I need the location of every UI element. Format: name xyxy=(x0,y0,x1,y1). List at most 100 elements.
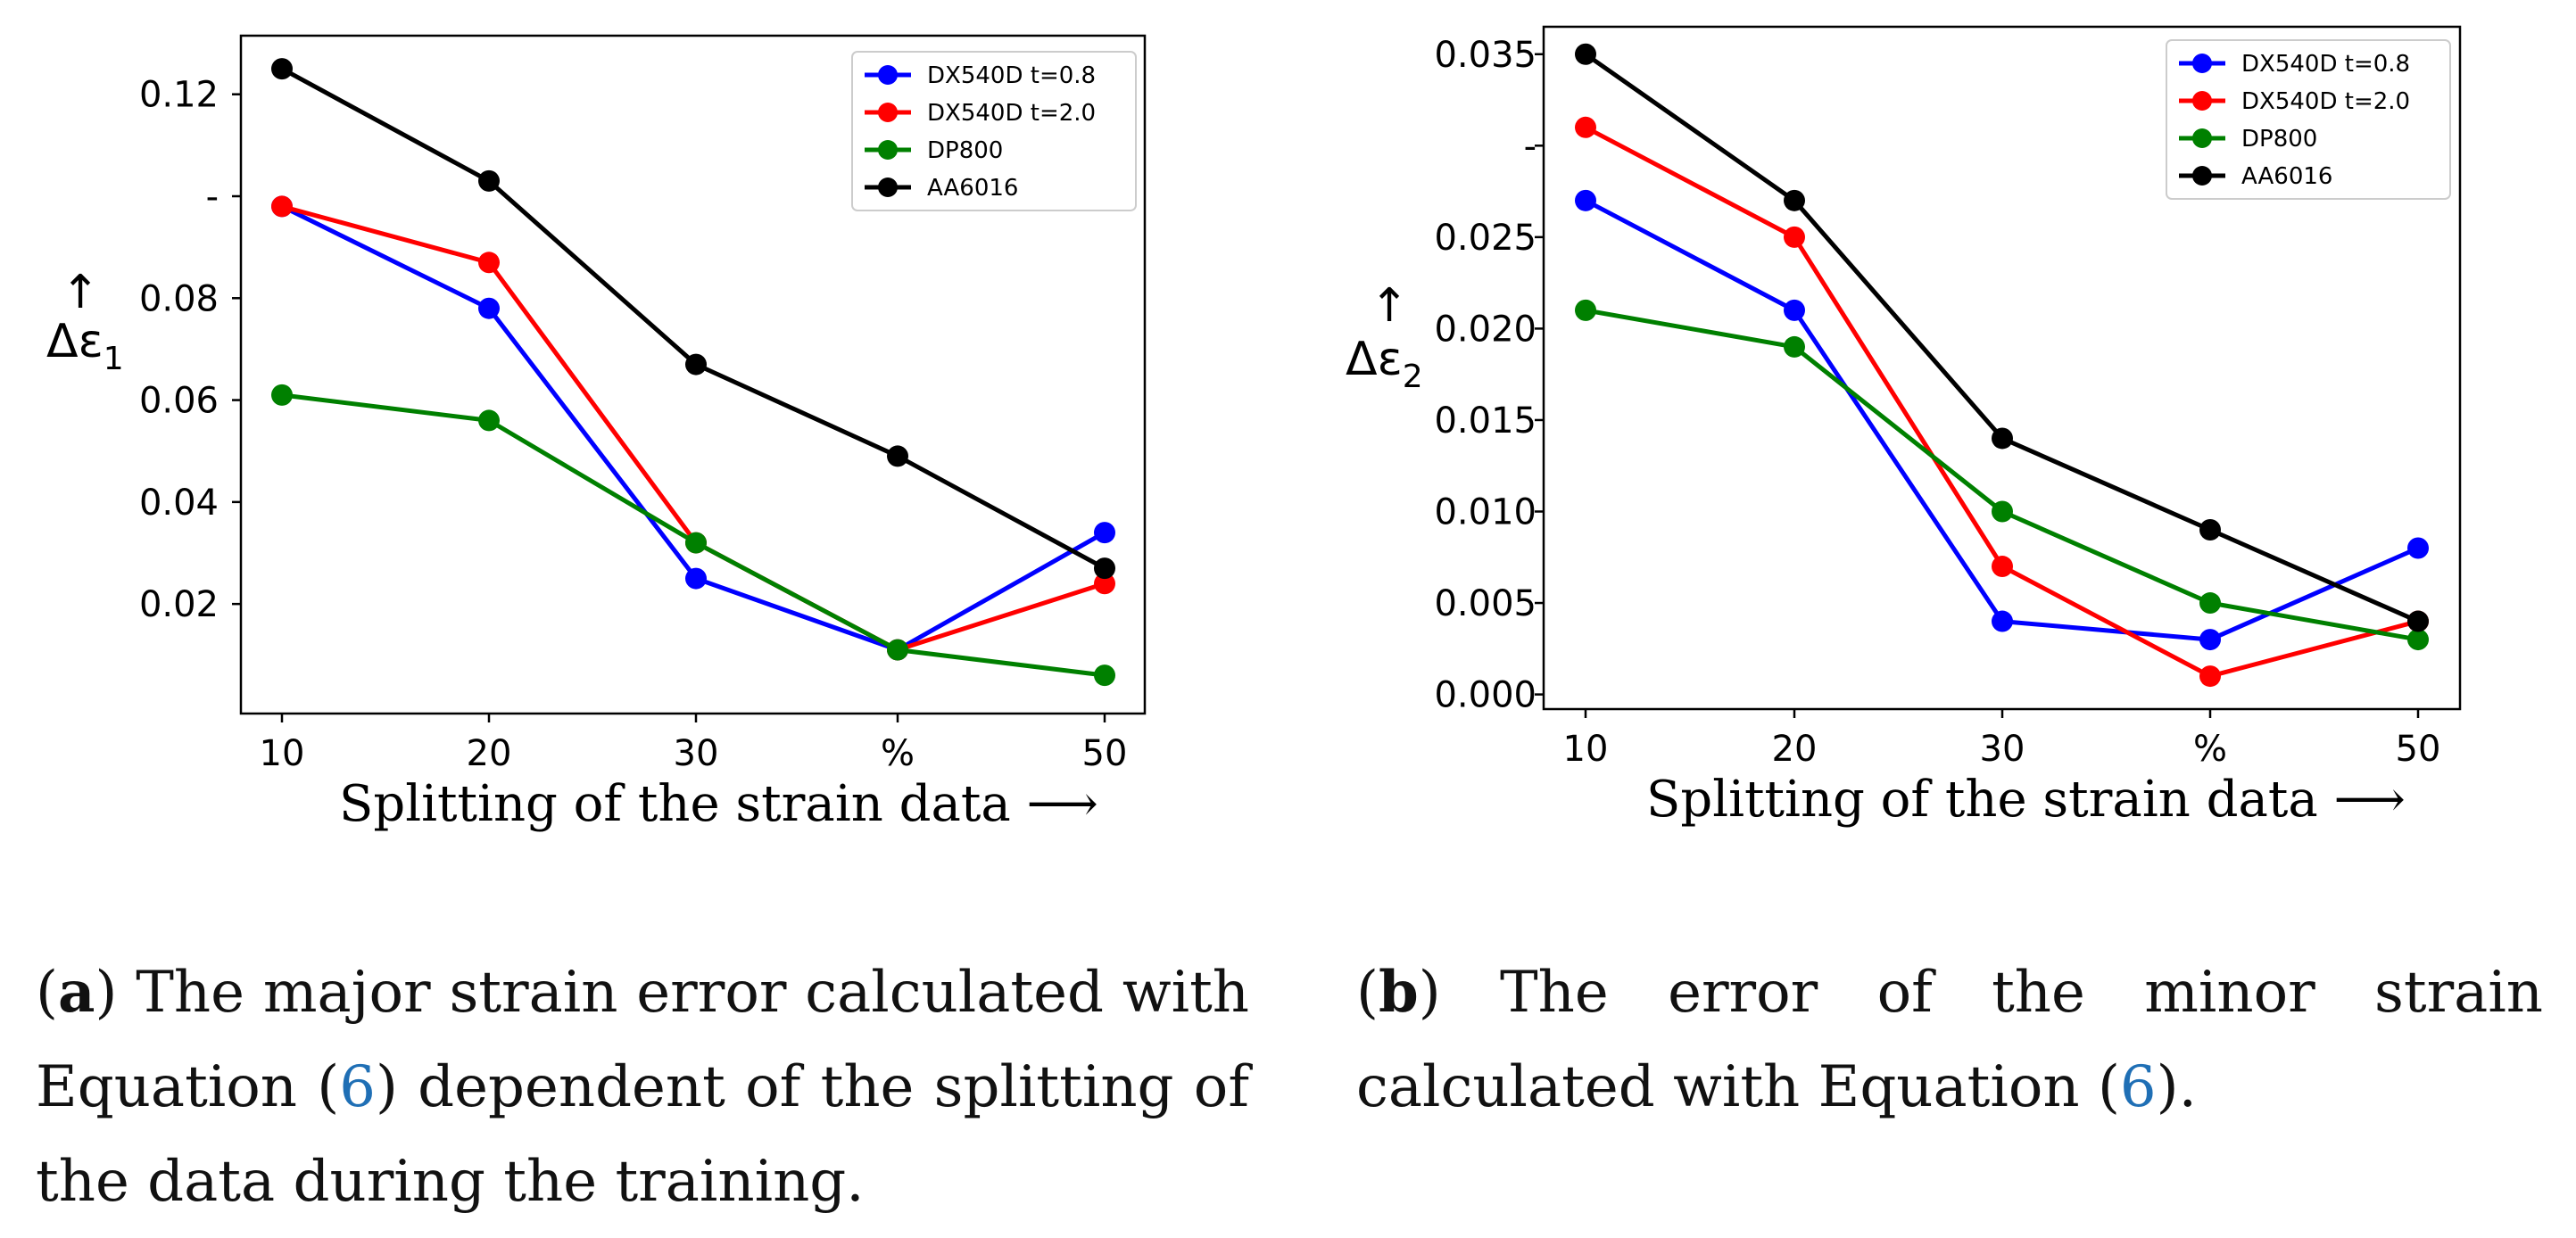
legend-marker xyxy=(2192,166,2212,186)
data-point-dp800 xyxy=(1992,500,2013,523)
x-tick-label: 50 xyxy=(1082,733,1128,774)
data-point-dx540d-t-0-8 xyxy=(478,297,500,319)
y-axis-label-subscript: 2 xyxy=(1403,359,1423,395)
data-point-aa6016 xyxy=(1575,43,1596,65)
data-point-dx540d-t-2-0 xyxy=(2199,665,2221,688)
data-point-aa6016 xyxy=(1784,189,1805,211)
caption-b: (b) The error of the minor strain calcul… xyxy=(1356,959,2543,1120)
y-tick-label: - xyxy=(1524,126,1536,167)
data-point-dx540d-t-2-0 xyxy=(271,195,293,218)
figure-canvas: 0.02 0.04 0.06 0.08 - 0.12 10 20 30% 50 DX540D t=0… xyxy=(46,25,2462,833)
legend-marker xyxy=(878,177,898,197)
data-point-dx540d-t-0-8 xyxy=(1992,610,2013,632)
y-tick-label: 0.04 xyxy=(139,483,219,524)
y-axis-arrow: ↑ xyxy=(61,266,100,319)
legend-label: DP800 xyxy=(2241,126,2317,153)
chart-panel-b: 0.000 0.005 0.010 0.015 0.020 0.025 - 0.035 10 20… xyxy=(1346,25,2462,829)
y-tick-label: 0.08 xyxy=(139,278,219,319)
caption-b-equation-ref[interactable]: 6 xyxy=(2119,1054,2157,1120)
legend-box xyxy=(851,51,1137,211)
data-point-dp800 xyxy=(887,639,908,661)
data-point-dx540d-t-2-0 xyxy=(1094,573,1115,595)
caption-a-text-post: ) dependent of the splitting of the data… xyxy=(36,1054,1250,1215)
legend-label: DX540D t=0.8 xyxy=(927,62,1096,89)
x-tick-label: % xyxy=(881,733,915,774)
legend-label: DP800 xyxy=(927,137,1003,164)
x-axis-label: Splitting of the strain data ⟶ xyxy=(339,775,1098,833)
x-tick-label: 20 xyxy=(1772,729,1818,770)
series-line-dx540d-t-2-0 xyxy=(1584,125,2419,679)
y-axis-arrow: ↑ xyxy=(1370,279,1409,333)
x-axis-label: Splitting of the strain data ⟶ xyxy=(1646,771,2406,829)
data-point-dx540d-t-2-0 xyxy=(478,252,500,274)
data-point-aa6016 xyxy=(1992,427,2013,450)
data-point-dp800 xyxy=(1575,299,1596,321)
data-point-aa6016 xyxy=(271,58,293,80)
caption-b-label: b xyxy=(1378,959,1419,1026)
caption-a-text-pre: The major strain error calculated with E… xyxy=(36,960,1249,1120)
x-axis-arrow: ⟶ xyxy=(2334,771,2406,829)
x-tick-label: 30 xyxy=(674,733,719,774)
y-axis-label: Δε1 xyxy=(46,315,124,377)
plot-frame xyxy=(239,34,1147,715)
data-point-dp800 xyxy=(1094,664,1115,687)
y-tick-label: - xyxy=(206,177,219,218)
data-point-dp800 xyxy=(1784,335,1805,358)
data-point-dx540d-t-2-0 xyxy=(1575,116,1596,138)
x-tick-label: 10 xyxy=(1563,729,1609,770)
legend-marker xyxy=(878,140,898,160)
y-tick-label: 0.010 xyxy=(1434,491,1536,532)
x-tick-label: % xyxy=(2193,729,2227,770)
data-point-dx540d-t-0-8 xyxy=(685,567,707,590)
legend-label: DX540D t=2.0 xyxy=(2241,88,2410,115)
legend-label: AA6016 xyxy=(2241,163,2332,190)
y-tick-label: 0.015 xyxy=(1434,400,1536,442)
x-axis-arrow: ⟶ xyxy=(1027,775,1098,833)
legend-marker xyxy=(2192,54,2212,73)
data-point-dp800 xyxy=(685,532,707,554)
caption-a: (a) The major strain error calculated wi… xyxy=(36,959,1250,1215)
legend-marker xyxy=(878,103,898,122)
x-tick-label: 50 xyxy=(2396,729,2441,770)
caption-a-equation-ref[interactable]: 6 xyxy=(339,1054,376,1120)
data-point-aa6016 xyxy=(478,169,500,192)
data-point-aa6016 xyxy=(2199,519,2221,541)
y-tick-label: 0.06 xyxy=(139,381,219,422)
x-tick-label: 30 xyxy=(1980,729,2025,770)
legend-label: AA6016 xyxy=(927,175,1018,202)
y-tick-label: 0.025 xyxy=(1434,218,1536,259)
y-tick-label: 0.000 xyxy=(1434,675,1536,716)
y-tick-label: 0.005 xyxy=(1434,583,1536,624)
data-point-dx540d-t-0-8 xyxy=(1094,522,1115,544)
data-point-dx540d-t-0-8 xyxy=(1575,189,1596,211)
data-point-dp800 xyxy=(271,384,293,406)
data-point-dx540d-t-2-0 xyxy=(1784,226,1805,248)
legend-label: DX540D t=0.8 xyxy=(2241,51,2410,78)
caption-a-label: a xyxy=(57,959,95,1026)
y-axis-label: Δε2 xyxy=(1346,333,1423,395)
y-tick-label: 0.035 xyxy=(1434,35,1536,76)
chart-panel-a: 0.02 0.04 0.06 0.08 - 0.12 10 20 30% 50 DX540D t=0… xyxy=(46,34,1147,833)
data-point-aa6016 xyxy=(2407,610,2429,632)
x-tick-label: 10 xyxy=(260,733,305,774)
data-point-dx540d-t-0-8 xyxy=(2199,629,2221,651)
y-tick-label: 0.02 xyxy=(139,584,219,625)
data-point-dx540d-t-0-8 xyxy=(1784,299,1805,321)
legend-label: DX540D t=2.0 xyxy=(927,100,1096,127)
y-axis-label-subscript: 1 xyxy=(104,341,124,377)
data-point-dp800 xyxy=(2199,592,2221,615)
series-line-dp800 xyxy=(1585,308,2419,642)
data-point-aa6016 xyxy=(685,353,707,376)
data-point-dx540d-t-2-0 xyxy=(1992,556,2013,578)
y-tick-label: 0.020 xyxy=(1434,309,1536,350)
caption-b-text-pre: The error of the minor strain calculated… xyxy=(1356,960,2543,1120)
data-point-dp800 xyxy=(478,409,500,432)
data-point-dp800 xyxy=(2407,629,2429,651)
data-point-dx540d-t-0-8 xyxy=(2407,537,2429,559)
x-tick-label: 20 xyxy=(467,733,512,774)
data-point-aa6016 xyxy=(1094,557,1115,580)
legend-marker xyxy=(2192,91,2212,111)
legend-marker xyxy=(2192,128,2212,148)
caption-b-text-post: ). xyxy=(2156,1054,2197,1120)
legend-box xyxy=(2166,39,2451,200)
